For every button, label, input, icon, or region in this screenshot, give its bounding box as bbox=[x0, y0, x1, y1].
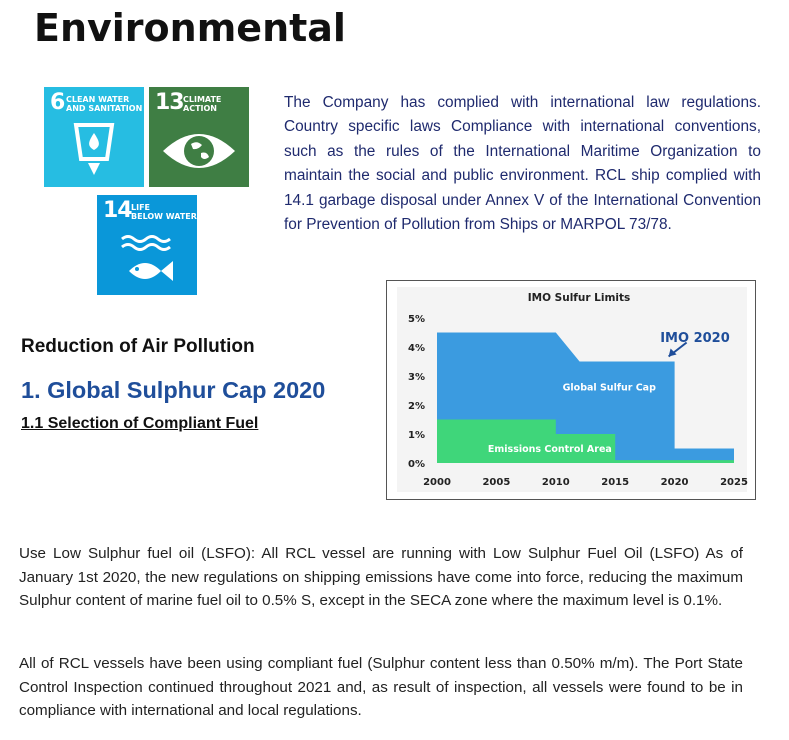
y-tick-label: 4% bbox=[408, 343, 425, 354]
section-heading-global-sulphur-cap: 1. Global Sulphur Cap 2020 bbox=[21, 377, 326, 403]
y-tick-label: 2% bbox=[408, 401, 425, 412]
x-tick-label: 2020 bbox=[661, 477, 689, 488]
section-heading-air-pollution: Reduction of Air Pollution bbox=[21, 336, 255, 357]
series-label-emissions-control-area: Emissions Control Area bbox=[488, 444, 612, 455]
x-tick-label: 2005 bbox=[482, 477, 510, 488]
imo-2020-arrowhead bbox=[668, 348, 677, 357]
paragraph-lsfo: Use Low Sulphur fuel oil (LSFO): All RCL… bbox=[19, 545, 743, 609]
series-label-global-sulfur-cap: Global Sulfur Cap bbox=[563, 383, 656, 394]
y-tick-label: 3% bbox=[408, 372, 425, 383]
imo-2020-annotation: IMO 2020 bbox=[660, 331, 730, 346]
sdg-6-tile: 6 CLEAN WATER AND SANITATION bbox=[44, 87, 144, 187]
sdg-13-tile: 13 CLIMATE ACTION bbox=[149, 87, 249, 187]
sdg-6-number: 6 bbox=[50, 90, 65, 115]
page-title: Environmental bbox=[34, 6, 346, 50]
y-tick-label: 5% bbox=[408, 314, 425, 325]
sdg-14-label: LIFE BELOW WATER bbox=[131, 203, 197, 221]
sdg-14-tile: 14 LIFE BELOW WATER bbox=[97, 195, 197, 295]
paragraph-compliance: All of RCL vessels have been using compl… bbox=[19, 655, 743, 719]
x-tick-label: 2015 bbox=[601, 477, 629, 488]
intro-paragraph: The Company has complied with internatio… bbox=[284, 94, 761, 234]
sdg-6-label: CLEAN WATER AND SANITATION bbox=[66, 95, 143, 113]
subsection-heading-compliant-fuel: 1.1 Selection of Compliant Fuel bbox=[21, 415, 259, 432]
eye-earth-icon bbox=[163, 134, 235, 168]
x-tick-label: 2000 bbox=[423, 477, 451, 488]
y-tick-label: 1% bbox=[408, 430, 425, 441]
sdg-14-number: 14 bbox=[103, 198, 133, 223]
series-area-1 bbox=[437, 419, 734, 463]
x-tick-label: 2010 bbox=[542, 477, 570, 488]
x-tick-label: 2025 bbox=[720, 477, 748, 488]
fish-waves-icon bbox=[121, 235, 173, 281]
sdg-13-label: CLIMATE ACTION bbox=[183, 95, 222, 113]
chart-title: IMO Sulfur Limits bbox=[528, 292, 631, 304]
imo-sulfur-chart: IMO Sulfur Limits 2000 2005 2010 2015 2020 20… bbox=[386, 280, 756, 500]
water-glass-icon bbox=[73, 123, 115, 175]
y-tick-label: 0% bbox=[408, 459, 425, 470]
sdg-13-number: 13 bbox=[155, 90, 185, 115]
chart-svg: IMO Sulfur Limits 2000 2005 2010 2015 2020 20… bbox=[397, 287, 748, 492]
